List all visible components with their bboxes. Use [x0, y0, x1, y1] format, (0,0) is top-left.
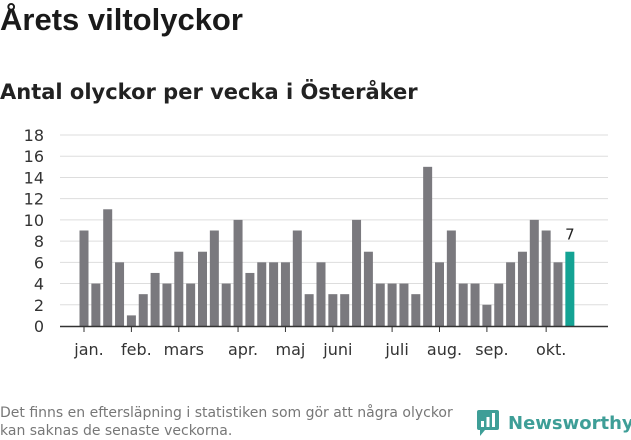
y-tick-label: 14: [24, 168, 44, 187]
bar: [458, 283, 468, 326]
bar: [494, 283, 504, 326]
x-tick-label: juni: [322, 340, 352, 359]
y-tick-label: 18: [24, 126, 44, 145]
bar: [328, 294, 338, 326]
bar: [174, 251, 184, 326]
bar: [162, 283, 172, 326]
bar: [304, 294, 314, 326]
bar: [280, 262, 290, 326]
bar: [209, 230, 219, 326]
bar: [411, 294, 421, 326]
bar: [245, 272, 255, 326]
bar: [292, 230, 302, 326]
bar: [446, 230, 456, 326]
bar: [91, 283, 101, 326]
bar: [435, 262, 444, 326]
bar: [553, 262, 563, 326]
bar: [363, 251, 373, 326]
x-tick-label: apr.: [228, 340, 258, 359]
bar: [126, 315, 136, 326]
newsworthy-logo-icon: [477, 410, 499, 436]
y-tick-label: 6: [34, 253, 44, 272]
bar-current-week: [565, 251, 575, 326]
y-axis-ticks: 0 2 4 6 8 10 12 14 16 18: [24, 126, 44, 336]
bar: [387, 283, 397, 326]
x-tick-label: aug.: [427, 340, 462, 359]
bar: [423, 166, 433, 326]
x-tick-label: mars: [164, 340, 204, 359]
current-week-value-label: 7: [565, 226, 575, 244]
bar: [198, 251, 207, 326]
bars: [79, 166, 575, 326]
annotations: 7: [565, 226, 575, 244]
bar: [103, 209, 113, 326]
bar: [529, 219, 539, 326]
bar: [138, 294, 148, 326]
bar: [115, 262, 125, 326]
bar: [186, 283, 196, 326]
x-tick-label: feb.: [121, 340, 152, 359]
bar: [399, 283, 409, 326]
bar: [316, 262, 326, 326]
y-tick-label: 16: [24, 147, 44, 166]
bar: [541, 230, 551, 326]
bar: [517, 251, 527, 326]
y-tick-label: 2: [34, 296, 44, 315]
x-tick-label: sep.: [475, 340, 508, 359]
bar: [340, 294, 350, 326]
bar: [375, 283, 385, 326]
footnote: Det finns en eftersläpning i statistiken…: [0, 405, 453, 439]
bar: [150, 272, 160, 326]
brand-logo: Newsworthy: [476, 408, 631, 438]
bar: [257, 262, 267, 326]
x-tick-label: juli: [384, 340, 408, 359]
y-tick-label: 10: [24, 211, 44, 230]
x-tick-label: okt.: [536, 340, 566, 359]
brand-name: Newsworthy: [508, 412, 631, 434]
x-axis-month-labels: jan. feb. mars apr. maj juni juli aug. sep. okt.: [73, 340, 566, 359]
x-axis: [60, 325, 608, 332]
bar: [269, 262, 279, 326]
y-tick-label: 12: [24, 190, 44, 209]
x-tick-label: maj: [276, 340, 306, 359]
bar: [470, 283, 480, 326]
bar: [482, 304, 492, 326]
y-tick-label: 0: [34, 317, 44, 336]
chart-title: Årets viltolyckor: [0, 2, 243, 37]
bar: [79, 230, 89, 326]
bar: [506, 262, 516, 326]
x-tick-label: jan.: [73, 340, 103, 359]
bar: [233, 219, 243, 326]
bar: [221, 283, 231, 326]
chart-subtitle: Antal olyckor per vecka i Österåker: [0, 80, 418, 104]
bar: [352, 219, 362, 326]
y-tick-label: 8: [34, 232, 44, 251]
y-tick-label: 4: [34, 275, 44, 294]
